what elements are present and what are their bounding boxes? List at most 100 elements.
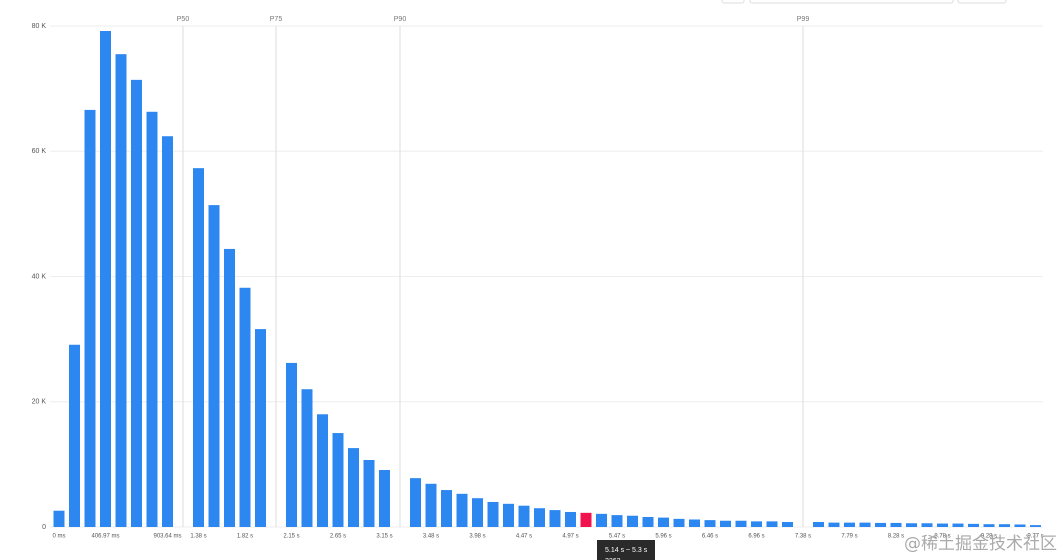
bar — [100, 31, 111, 527]
bar — [1030, 525, 1041, 527]
x-tick-label: 406.97 ms — [91, 534, 119, 540]
percentile-label: P90 — [394, 16, 407, 23]
control-input[interactable] — [749, 0, 954, 4]
bar — [456, 493, 468, 527]
x-tick-label: 9.77 s — [1027, 534, 1043, 540]
bar — [487, 501, 499, 527]
tooltip-range: 5.14 s ~ 5.3 s — [605, 547, 648, 554]
bar — [906, 523, 917, 527]
percentile-label: P99 — [797, 16, 810, 23]
x-tick-label: 1.38 s — [190, 534, 206, 540]
bar — [999, 524, 1010, 527]
x-tick-label: 7.38 s — [795, 534, 811, 540]
bar — [890, 522, 902, 527]
x-tick-label: 2.15 s — [283, 534, 299, 540]
x-tick-label: 3.48 s — [423, 534, 439, 540]
bar — [425, 483, 437, 527]
bar — [348, 448, 359, 527]
bar — [53, 510, 65, 527]
x-tick-label: 3.15 s — [376, 534, 392, 540]
bar — [859, 522, 871, 527]
bar — [239, 287, 251, 527]
bar — [611, 515, 623, 527]
bar — [224, 248, 235, 527]
percentile-label: P75 — [270, 16, 283, 23]
bar — [735, 520, 747, 527]
bar — [596, 513, 607, 527]
x-tick-label: 4.47 s — [516, 534, 532, 540]
bar — [673, 518, 685, 527]
bar — [549, 510, 561, 527]
percentile-label: P50 — [177, 16, 190, 23]
x-tick-label: 0 ms — [52, 534, 65, 540]
bar — [704, 520, 716, 527]
bar — [441, 490, 452, 527]
bar — [766, 521, 778, 527]
bar — [534, 508, 545, 527]
tooltip-box — [597, 540, 655, 560]
bar — [410, 478, 421, 527]
x-tick-label: 5.96 s — [655, 534, 671, 540]
x-tick-label: 6.96 s — [748, 534, 764, 540]
bar — [565, 511, 576, 527]
watermark: @稀土掘金技术社区 — [904, 534, 1057, 554]
bar — [658, 517, 669, 527]
bar — [503, 503, 514, 527]
bar — [952, 523, 964, 527]
bar — [208, 205, 220, 528]
x-tick-label: 1.82 s — [237, 534, 253, 540]
bar — [627, 515, 638, 527]
bar — [286, 362, 297, 527]
x-tick-label: 3.98 s — [469, 534, 485, 540]
bar — [580, 512, 592, 527]
bar — [828, 522, 840, 527]
bar — [162, 136, 173, 527]
bar — [983, 524, 995, 527]
bar — [363, 459, 375, 527]
bar — [782, 521, 793, 527]
x-tick-label: 6.46 s — [702, 534, 718, 540]
x-tick-label: 903.64 ms — [153, 534, 181, 540]
x-tick-label: 8.78 s — [934, 534, 950, 540]
bar — [379, 470, 390, 527]
control-button[interactable] — [721, 0, 745, 4]
bar — [131, 79, 142, 528]
x-tick-label: 8.28 s — [888, 534, 904, 540]
bar — [301, 389, 313, 527]
bar — [84, 109, 96, 527]
bar — [332, 433, 344, 527]
bar — [689, 519, 700, 527]
x-tick-label: 4.97 s — [562, 534, 578, 540]
bar — [875, 522, 886, 527]
x-tick-label: 2.65 s — [330, 534, 346, 540]
bar — [193, 168, 204, 527]
y-tick-label: 20 K — [32, 399, 47, 406]
bar — [255, 329, 266, 527]
y-tick-label: 80 K — [32, 23, 47, 30]
x-tick-label: 9.28 s — [981, 534, 997, 540]
x-tick-label: 7.79 s — [841, 534, 857, 540]
bar — [720, 520, 731, 527]
bar — [69, 344, 80, 527]
bar — [115, 54, 127, 528]
bar — [642, 516, 654, 527]
bar — [1014, 524, 1026, 527]
bar — [146, 111, 158, 527]
bar — [317, 414, 328, 527]
bar — [813, 521, 824, 527]
bar — [751, 521, 762, 527]
tooltip-value: 2262 — [605, 558, 621, 560]
bar — [968, 523, 979, 527]
bar — [844, 522, 855, 527]
bar — [472, 498, 483, 527]
y-tick-label: 40 K — [32, 273, 47, 280]
x-tick-label: 5.47 s — [609, 534, 625, 540]
bar — [518, 505, 530, 527]
y-tick-label: 0 — [42, 524, 46, 531]
bar — [937, 523, 948, 527]
control-select[interactable] — [957, 0, 1007, 4]
bar — [921, 523, 933, 527]
y-tick-label: 60 K — [32, 148, 47, 155]
